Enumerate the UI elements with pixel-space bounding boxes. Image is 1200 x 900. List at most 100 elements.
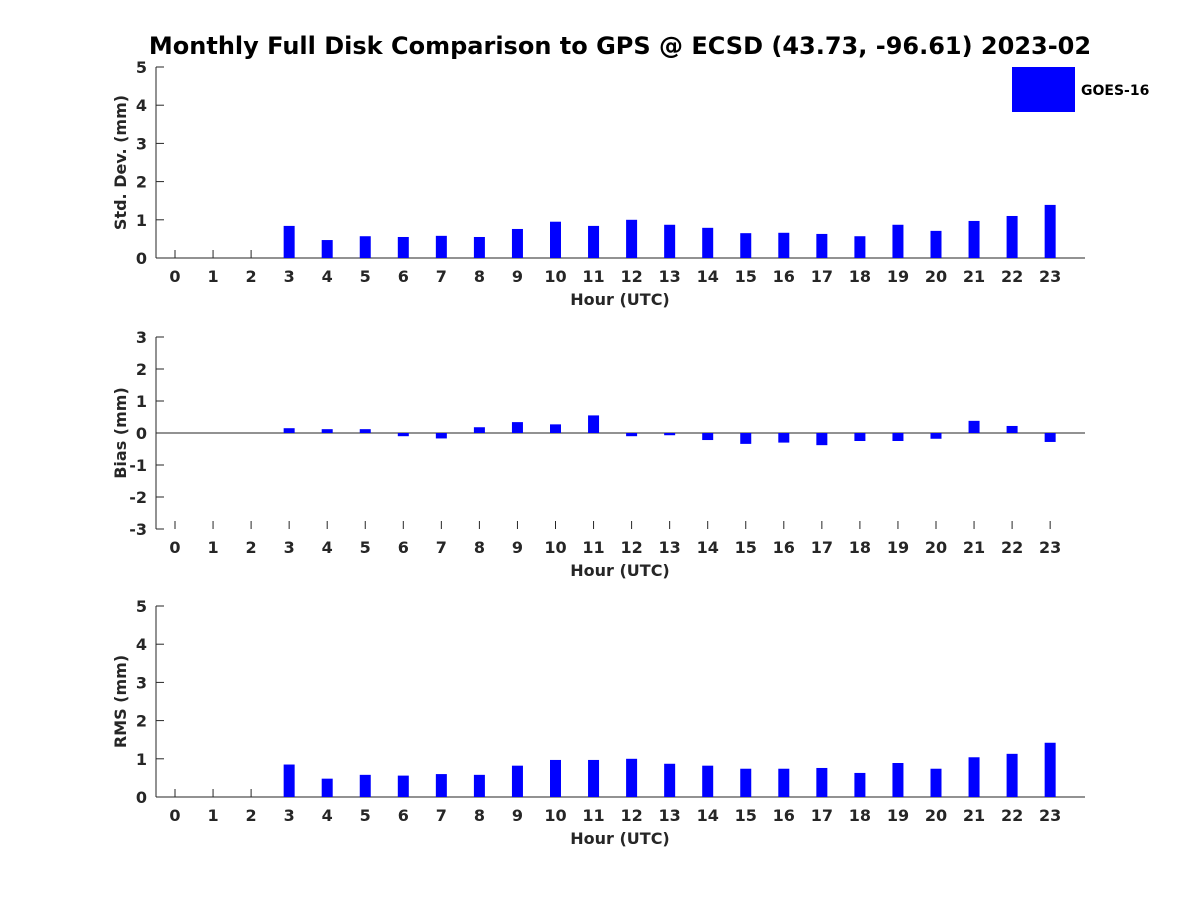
bar-goes-16-hour-20 <box>930 230 942 258</box>
y-tick-label: 3 <box>136 134 147 153</box>
legend: GOES-16 <box>1012 67 1149 112</box>
x-tick-label: 21 <box>963 267 985 286</box>
bar-goes-16-hour-23 <box>1044 742 1056 797</box>
x-tick-label: 2 <box>246 267 257 286</box>
bar-goes-16-hour-9 <box>511 765 523 797</box>
bar-goes-16-hour-16 <box>778 433 790 443</box>
bar-goes-16-hour-3 <box>283 764 295 797</box>
bar-goes-16-hour-13 <box>664 433 676 436</box>
x-tick-label: 16 <box>773 267 795 286</box>
bar-goes-16-hour-5 <box>359 774 371 797</box>
x-tick-label: 13 <box>659 806 681 825</box>
legend-swatch-goes-16 <box>1012 67 1075 112</box>
x-tick-label: 12 <box>620 267 642 286</box>
y-tick-label: 1 <box>136 392 147 411</box>
bar-goes-16-hour-21 <box>968 757 980 797</box>
bar-goes-16-hour-12 <box>626 758 638 797</box>
x-tick-label: 15 <box>735 806 757 825</box>
y-tick-label: 5 <box>136 58 147 77</box>
bar-goes-16-hour-8 <box>473 427 485 433</box>
x-tick-label: 13 <box>659 267 681 286</box>
y-tick-label: 0 <box>136 788 147 807</box>
x-tick-label: 23 <box>1039 267 1061 286</box>
y-tick-label: 4 <box>136 635 147 654</box>
bar-goes-16-hour-16 <box>778 768 790 797</box>
x-tick-label: 6 <box>398 267 409 286</box>
x-tick-label: 9 <box>512 806 523 825</box>
y-tick-label: 1 <box>136 211 147 230</box>
y-tick-label: 3 <box>136 328 147 347</box>
bar-goes-16-hour-6 <box>397 236 409 258</box>
bar-goes-16-hour-14 <box>702 765 714 797</box>
x-tick-label: 1 <box>207 806 218 825</box>
y-tick-label: 2 <box>136 173 147 192</box>
y-axis-label: RMS (mm) <box>111 655 130 748</box>
x-tick-label: 5 <box>360 538 371 557</box>
legend-label-goes-16: GOES-16 <box>1081 83 1149 99</box>
x-tick-label: 6 <box>398 538 409 557</box>
bar-goes-16-hour-12 <box>626 219 638 258</box>
x-tick-label: 17 <box>811 806 833 825</box>
bar-goes-16-hour-20 <box>930 433 942 439</box>
y-tick-label: 4 <box>136 96 147 115</box>
x-tick-label: 22 <box>1001 806 1023 825</box>
x-tick-label: 11 <box>582 806 604 825</box>
bar-goes-16-hour-11 <box>588 225 600 258</box>
bar-goes-16-hour-23 <box>1044 204 1056 258</box>
x-axis-label: Hour (UTC) <box>570 829 670 848</box>
bar-goes-16-hour-19 <box>892 224 904 258</box>
x-tick-label: 14 <box>697 267 719 286</box>
x-tick-label: 9 <box>512 267 523 286</box>
bar-goes-16-hour-4 <box>321 429 333 433</box>
x-tick-label: 22 <box>1001 267 1023 286</box>
x-tick-label: 10 <box>544 267 566 286</box>
bar-goes-16-hour-10 <box>550 424 561 433</box>
x-tick-label: 18 <box>849 267 871 286</box>
bar-goes-16-hour-14 <box>702 227 714 258</box>
x-tick-label: 1 <box>207 538 218 557</box>
x-tick-label: 7 <box>436 538 447 557</box>
bar-goes-16-hour-19 <box>892 763 904 797</box>
x-tick-label: 23 <box>1039 538 1061 557</box>
bar-goes-16-hour-11 <box>588 415 600 433</box>
bar-goes-16-hour-7 <box>435 433 447 439</box>
bar-goes-16-hour-13 <box>664 224 676 258</box>
bar-goes-16-hour-15 <box>740 433 752 444</box>
x-tick-label: 9 <box>512 538 523 557</box>
x-tick-label: 11 <box>582 267 604 286</box>
bar-goes-16-hour-19 <box>892 433 904 441</box>
x-tick-label: 8 <box>474 806 485 825</box>
x-tick-label: 4 <box>322 538 333 557</box>
x-tick-label: 11 <box>582 538 604 557</box>
x-tick-label: 3 <box>284 538 295 557</box>
x-tick-label: 20 <box>925 538 947 557</box>
bar-goes-16-hour-12 <box>626 433 638 437</box>
bar-goes-16-hour-17 <box>816 433 828 446</box>
bar-goes-16-hour-7 <box>435 235 447 258</box>
y-tick-label: -2 <box>129 488 147 507</box>
bar-goes-16-hour-4 <box>321 778 333 797</box>
bar-goes-16-hour-7 <box>435 774 447 797</box>
bar-goes-16-hour-16 <box>778 232 790 258</box>
x-tick-label: 3 <box>284 806 295 825</box>
bar-goes-16-hour-6 <box>397 775 409 797</box>
x-tick-label: 10 <box>544 806 566 825</box>
y-tick-label: -3 <box>129 520 147 539</box>
y-tick-label: 5 <box>136 597 147 616</box>
x-tick-label: 13 <box>659 538 681 557</box>
x-tick-label: 20 <box>925 806 947 825</box>
x-tick-label: 15 <box>735 267 757 286</box>
x-tick-label: 17 <box>811 538 833 557</box>
bar-goes-16-hour-13 <box>664 763 676 797</box>
y-axis-label: Std. Dev. (mm) <box>111 95 130 230</box>
bar-goes-16-hour-5 <box>359 236 371 258</box>
bar-goes-16-hour-21 <box>968 420 980 433</box>
x-tick-label: 16 <box>773 538 795 557</box>
bar-goes-16-hour-3 <box>283 225 295 258</box>
bar-goes-16-hour-14 <box>702 433 714 441</box>
x-tick-label: 21 <box>963 538 985 557</box>
x-axis-label: Hour (UTC) <box>570 561 670 580</box>
x-tick-label: 0 <box>169 538 180 557</box>
x-tick-label: 8 <box>474 267 485 286</box>
